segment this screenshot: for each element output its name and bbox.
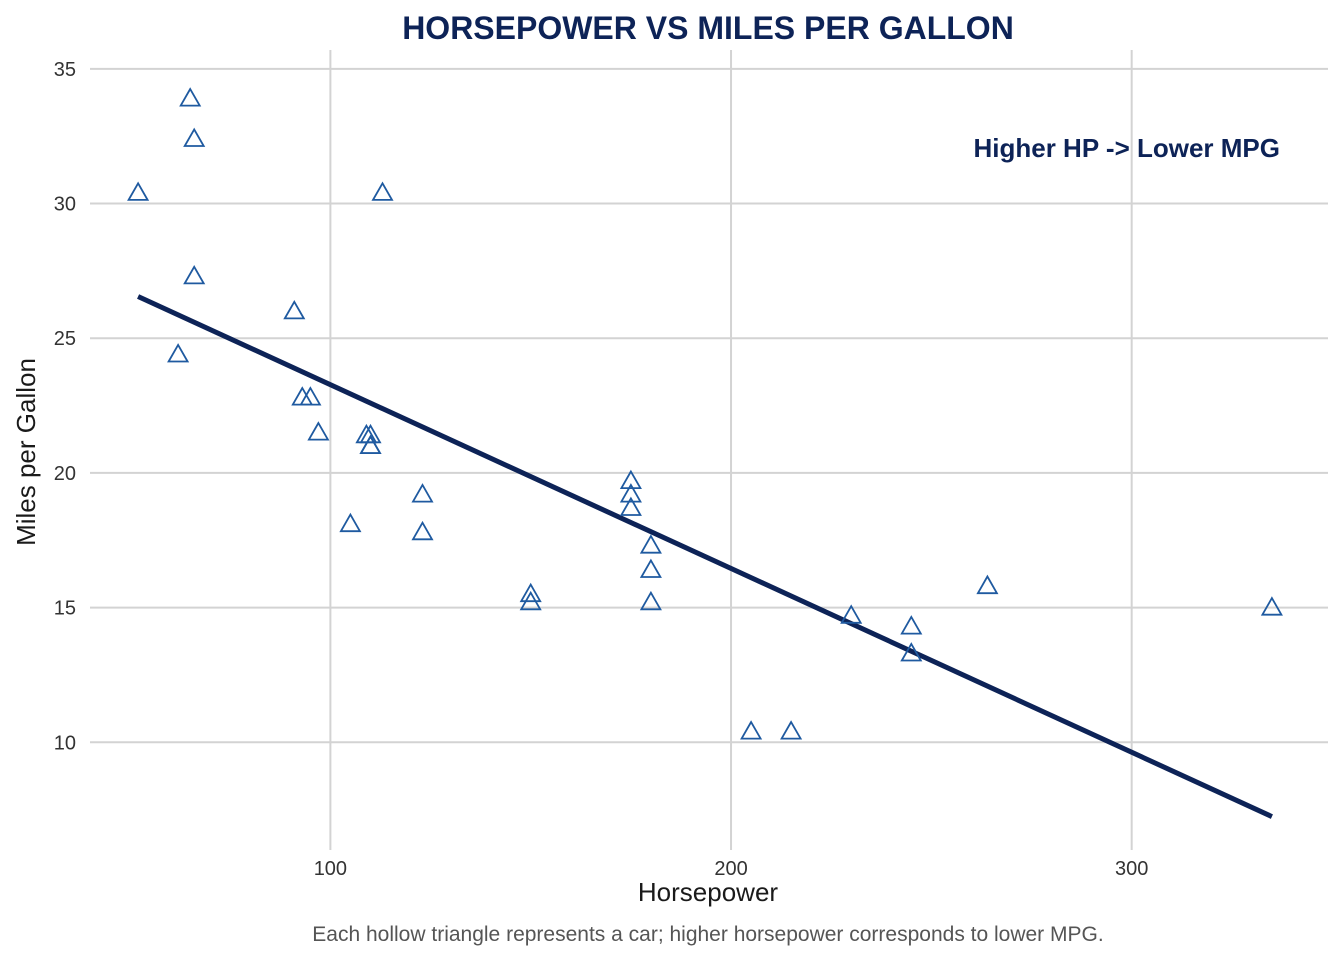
x-tick-labels: 100 200 300 [314, 858, 1149, 880]
y-tick-label: 20 [54, 463, 76, 485]
data-point [127, 181, 150, 201]
data-point [283, 299, 306, 320]
data-points [127, 87, 1283, 740]
data-point [371, 181, 394, 201]
data-point [619, 469, 642, 490]
y-tick-label: 25 [54, 328, 76, 350]
grid-lines [90, 50, 1328, 850]
chart-annotation: Higher HP -> Lower MPG [973, 133, 1280, 163]
data-point [780, 720, 803, 740]
y-tick-labels: 10 15 20 25 30 35 [54, 59, 76, 754]
x-axis-title: Horsepower [638, 877, 779, 907]
data-point [900, 615, 923, 635]
data-point [840, 604, 863, 624]
data-point [167, 343, 190, 363]
data-point [183, 127, 206, 147]
data-point [183, 264, 206, 285]
x-tick-label: 100 [314, 858, 347, 880]
data-point [519, 590, 542, 611]
data-point [179, 87, 202, 107]
y-axis-title: Miles per Gallon [11, 358, 41, 546]
data-point [976, 574, 999, 595]
y-tick-label: 10 [54, 732, 76, 754]
x-tick-label: 200 [714, 858, 747, 880]
data-point [639, 534, 662, 554]
data-point [355, 423, 378, 444]
data-point [519, 582, 542, 603]
data-point [411, 483, 434, 503]
data-point [639, 558, 662, 578]
data-point [900, 642, 923, 662]
data-point [740, 720, 763, 740]
y-tick-label: 35 [54, 59, 76, 81]
trend-line [137, 294, 1273, 819]
y-tick-label: 30 [54, 194, 76, 216]
chart-title: HORSEPOWER VS MILES PER GALLON [402, 10, 1014, 46]
x-tick-label: 300 [1115, 858, 1148, 880]
data-point [299, 386, 322, 406]
data-point [307, 421, 330, 441]
y-tick-label: 15 [54, 598, 76, 620]
trend-line-layer [137, 294, 1273, 819]
data-point [619, 496, 642, 516]
chart-caption: Each hollow triangle represents a car; h… [312, 923, 1103, 946]
data-point [1260, 596, 1283, 616]
data-point [339, 512, 362, 533]
data-point [639, 590, 662, 611]
data-point [619, 483, 642, 503]
data-point [411, 520, 434, 541]
data-point [359, 434, 382, 455]
